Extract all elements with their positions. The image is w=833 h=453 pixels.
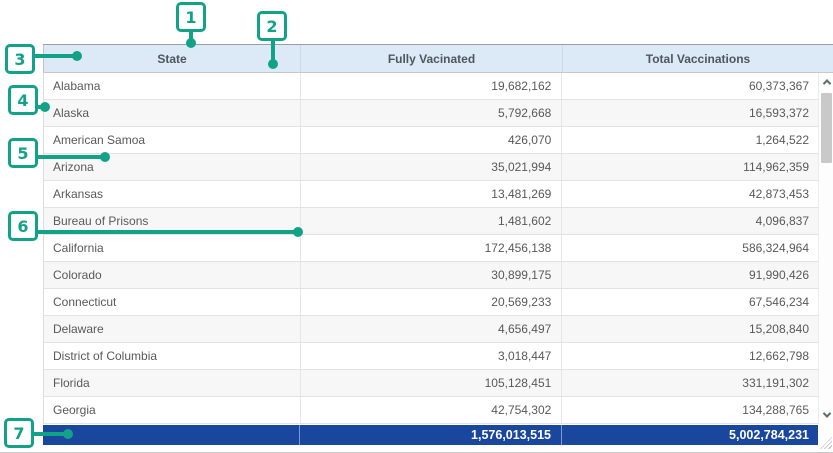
callout-4-anchor-dot [40, 102, 50, 112]
column-header-state[interactable]: State [157, 51, 187, 66]
fully-vaccinated-cell: 20,569,233 [299, 289, 562, 315]
table-row[interactable]: American Samoa 426,070 1,264,522 [44, 127, 818, 154]
table-row[interactable]: Arizona 35,021,994 114,962,359 [44, 154, 818, 181]
state-cell: California [53, 241, 104, 255]
fully-vaccinated-cell: 13,481,269 [299, 181, 562, 207]
callout-2: 2 [257, 11, 287, 41]
summary-fully-vaccinated-total: 1,576,013,515 [299, 425, 561, 445]
total-vaccinations-cell: 91,990,426 [561, 262, 818, 288]
callout-4: 4 [8, 85, 38, 115]
total-vaccinations-cell: 12,662,798 [561, 343, 818, 369]
callout-6: 6 [8, 211, 38, 241]
callout-1: 1 [176, 2, 206, 32]
callout-3: 3 [5, 44, 35, 74]
state-cell: Alabama [53, 79, 101, 93]
total-vaccinations-cell: 67,546,234 [561, 289, 818, 315]
table-body: Alabama 19,682,162 60,373,367 Alaska 5,7… [43, 73, 818, 424]
state-cell: Arizona [53, 160, 94, 174]
callout-3-leader-line [34, 54, 78, 58]
total-vaccinations-cell: 4,096,837 [561, 208, 818, 234]
scroll-up-button[interactable] [819, 74, 833, 90]
state-cell: Georgia [53, 403, 96, 417]
state-cell: Colorado [53, 268, 102, 282]
table-row[interactable]: Alabama 19,682,162 60,373,367 [44, 73, 818, 100]
fully-vaccinated-cell: 42,754,302 [299, 397, 562, 423]
fully-vaccinated-cell: 30,899,175 [299, 262, 562, 288]
callout-1-leader-line [189, 30, 193, 43]
fully-vaccinated-cell: 172,456,138 [299, 235, 562, 261]
callout-6-leader-line [37, 230, 297, 234]
table-row[interactable]: Georgia 42,754,302 134,288,765 [44, 397, 818, 424]
column-header-fully-vaccinated[interactable]: Fully Vacinated [300, 45, 562, 72]
fully-vaccinated-cell: 19,682,162 [299, 73, 562, 99]
callout-2-leader-line [271, 39, 275, 64]
callout-5-anchor-dot [100, 152, 110, 162]
fully-vaccinated-cell: 5,792,668 [299, 100, 562, 126]
total-vaccinations-cell: 586,324,964 [561, 235, 818, 261]
table-row[interactable]: Colorado 30,899,175 91,990,426 [44, 262, 818, 289]
callout-7-anchor-dot [63, 429, 73, 439]
scrollbar-thumb[interactable] [821, 93, 832, 163]
callout-5-leader-line [36, 155, 104, 159]
callout-1-anchor-dot [186, 38, 196, 48]
state-cell: Bureau of Prisons [53, 214, 149, 228]
state-cell: Alaska [53, 106, 90, 120]
callout-5: 5 [8, 138, 38, 168]
state-cell: Delaware [53, 322, 104, 336]
total-vaccinations-cell: 60,373,367 [561, 73, 818, 99]
fully-vaccinated-cell: 1,481,602 [299, 208, 562, 234]
table-row[interactable]: California 172,456,138 586,324,964 [44, 235, 818, 262]
total-vaccinations-cell: 15,208,840 [561, 316, 818, 342]
chevron-down-icon [822, 409, 831, 418]
total-vaccinations-cell: 134,288,765 [561, 397, 818, 423]
state-cell: District of Columbia [53, 349, 158, 363]
state-cell: Arkansas [53, 187, 104, 201]
callout-7-leader-line [34, 432, 67, 436]
callout-2-anchor-dot [268, 59, 278, 69]
table-header-row: State Fully Vacinated Total Vaccinations [43, 44, 833, 73]
state-cell: Connecticut [53, 295, 117, 309]
summary-total-vaccinations-total: 5,002,784,231 [561, 425, 818, 445]
total-vaccinations-cell: 331,191,302 [561, 370, 818, 396]
total-vaccinations-cell: 16,593,372 [561, 100, 818, 126]
total-vaccinations-cell: 42,873,453 [561, 181, 818, 207]
callout-7: 7 [4, 418, 34, 448]
resize-grip-icon[interactable] [820, 437, 832, 449]
fully-vaccinated-cell: 4,656,497 [299, 316, 562, 342]
state-cell: Florida [53, 376, 90, 390]
state-cell: American Samoa [53, 133, 146, 147]
total-vaccinations-cell: 1,264,522 [561, 127, 818, 153]
table-row[interactable]: Alaska 5,792,668 16,593,372 [44, 100, 818, 127]
table-row[interactable]: Arkansas 13,481,269 42,873,453 [44, 181, 818, 208]
scroll-down-button[interactable] [819, 407, 833, 423]
summary-state-cell [43, 425, 299, 445]
callout-3-anchor-dot [72, 51, 82, 61]
fully-vaccinated-cell: 105,128,451 [299, 370, 562, 396]
fully-vaccinated-cell: 426,070 [299, 127, 562, 153]
table-row[interactable]: Florida 105,128,451 331,191,302 [44, 370, 818, 397]
callout-6-anchor-dot [293, 227, 303, 237]
fully-vaccinated-cell: 35,021,994 [299, 154, 562, 180]
table-row[interactable]: Connecticut 20,569,233 67,546,234 [44, 289, 818, 316]
total-vaccinations-cell: 114,962,359 [561, 154, 818, 180]
column-header-total-vaccinations[interactable]: Total Vaccinations [562, 45, 833, 72]
vertical-scrollbar[interactable] [818, 73, 833, 424]
table-row[interactable]: District of Columbia 3,018,447 12,662,79… [44, 343, 818, 370]
chevron-up-icon [822, 79, 831, 88]
summary-row: 1,576,013,515 5,002,784,231 [43, 425, 818, 445]
fully-vaccinated-cell: 3,018,447 [299, 343, 562, 369]
table-row[interactable]: Delaware 4,656,497 15,208,840 [44, 316, 818, 343]
